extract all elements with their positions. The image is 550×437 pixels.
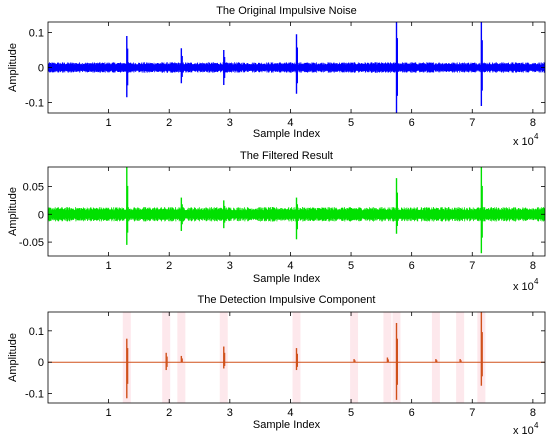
y-axis-label: Amplitude <box>7 187 19 236</box>
y-axis-label: Amplitude <box>7 333 19 382</box>
x-tick-label: 8 <box>530 260 536 272</box>
x-tick-label: 8 <box>530 407 536 419</box>
panel-1: 1 2 3 4 5 6 7 8 -0.1 0 0.1 The Original Impulsive N… <box>7 5 546 148</box>
y-tick-label: 0 <box>38 63 44 75</box>
x-tick-label: 4 <box>287 117 293 129</box>
panel-2: 1 2 3 4 5 6 7 8 -0.05 0 0.05 The Filtered Result Sam… <box>7 150 546 293</box>
y-tick-label: -0.1 <box>25 389 44 401</box>
x-tick-label: 4 <box>287 407 293 419</box>
x-tick-label: 7 <box>469 260 475 272</box>
x-tick-label: 3 <box>227 117 233 129</box>
chart-title: The Filtered Result <box>240 150 333 162</box>
x-tick-label: 2 <box>166 117 172 129</box>
x-tick-label: 5 <box>348 117 354 129</box>
x-tick-label: 5 <box>348 260 354 272</box>
series-trace <box>48 312 545 403</box>
x-tick-label: 7 <box>469 407 475 419</box>
chart-title: The Original Impulsive Noise <box>216 5 357 17</box>
x-tick-label: 1 <box>106 260 112 272</box>
x-multiplier: x 10 <box>513 136 534 148</box>
impulse-glow <box>456 312 465 403</box>
x-tick-label: 5 <box>348 407 354 419</box>
y-tick-label: 0.05 <box>23 181 44 193</box>
x-tick-label: 1 <box>106 407 112 419</box>
x-multiplier-exponent: 4 <box>534 277 539 286</box>
x-multiplier: x 10 <box>513 425 534 437</box>
y-axis-label: Amplitude <box>7 43 19 92</box>
y-tick-label: 0 <box>38 357 44 369</box>
y-tick-label: 0.1 <box>29 326 44 338</box>
chart-title: The Detection Impulsive Component <box>198 294 376 306</box>
x-axis-label: Sample Index <box>253 419 321 431</box>
x-tick-label: 3 <box>227 260 233 272</box>
series-trace <box>48 22 545 113</box>
x-axis-label: Sample Index <box>253 128 321 140</box>
impulse-glow <box>350 312 359 403</box>
y-tick-label: 0.1 <box>29 28 44 40</box>
x-tick-label: 6 <box>409 260 415 272</box>
x-tick-label: 8 <box>530 117 536 129</box>
x-axis-label: Sample Index <box>253 273 321 285</box>
x-tick-label: 2 <box>166 260 172 272</box>
x-tick-label: 3 <box>227 407 233 419</box>
panel-3: 1 2 3 4 5 6 7 8 -0.1 0 0.1 The Detection Impulsive … <box>7 294 546 437</box>
y-tick-label: -0.05 <box>19 237 44 249</box>
x-tick-label: 4 <box>287 260 293 272</box>
axes-box <box>47 311 546 404</box>
x-tick-label: 1 <box>106 117 112 129</box>
y-tick-label: -0.1 <box>25 98 44 110</box>
x-tick-label: 6 <box>409 407 415 419</box>
axes-box <box>47 166 546 257</box>
x-tick-label: 6 <box>409 117 415 129</box>
y-tick-label: 0 <box>38 209 44 221</box>
impulse-glow <box>431 312 440 403</box>
series-trace <box>48 167 545 254</box>
x-multiplier-exponent: 4 <box>534 421 539 430</box>
x-tick-label: 7 <box>469 117 475 129</box>
x-multiplier: x 10 <box>513 281 534 293</box>
x-multiplier-exponent: 4 <box>534 132 539 141</box>
x-tick-label: 2 <box>166 407 172 419</box>
